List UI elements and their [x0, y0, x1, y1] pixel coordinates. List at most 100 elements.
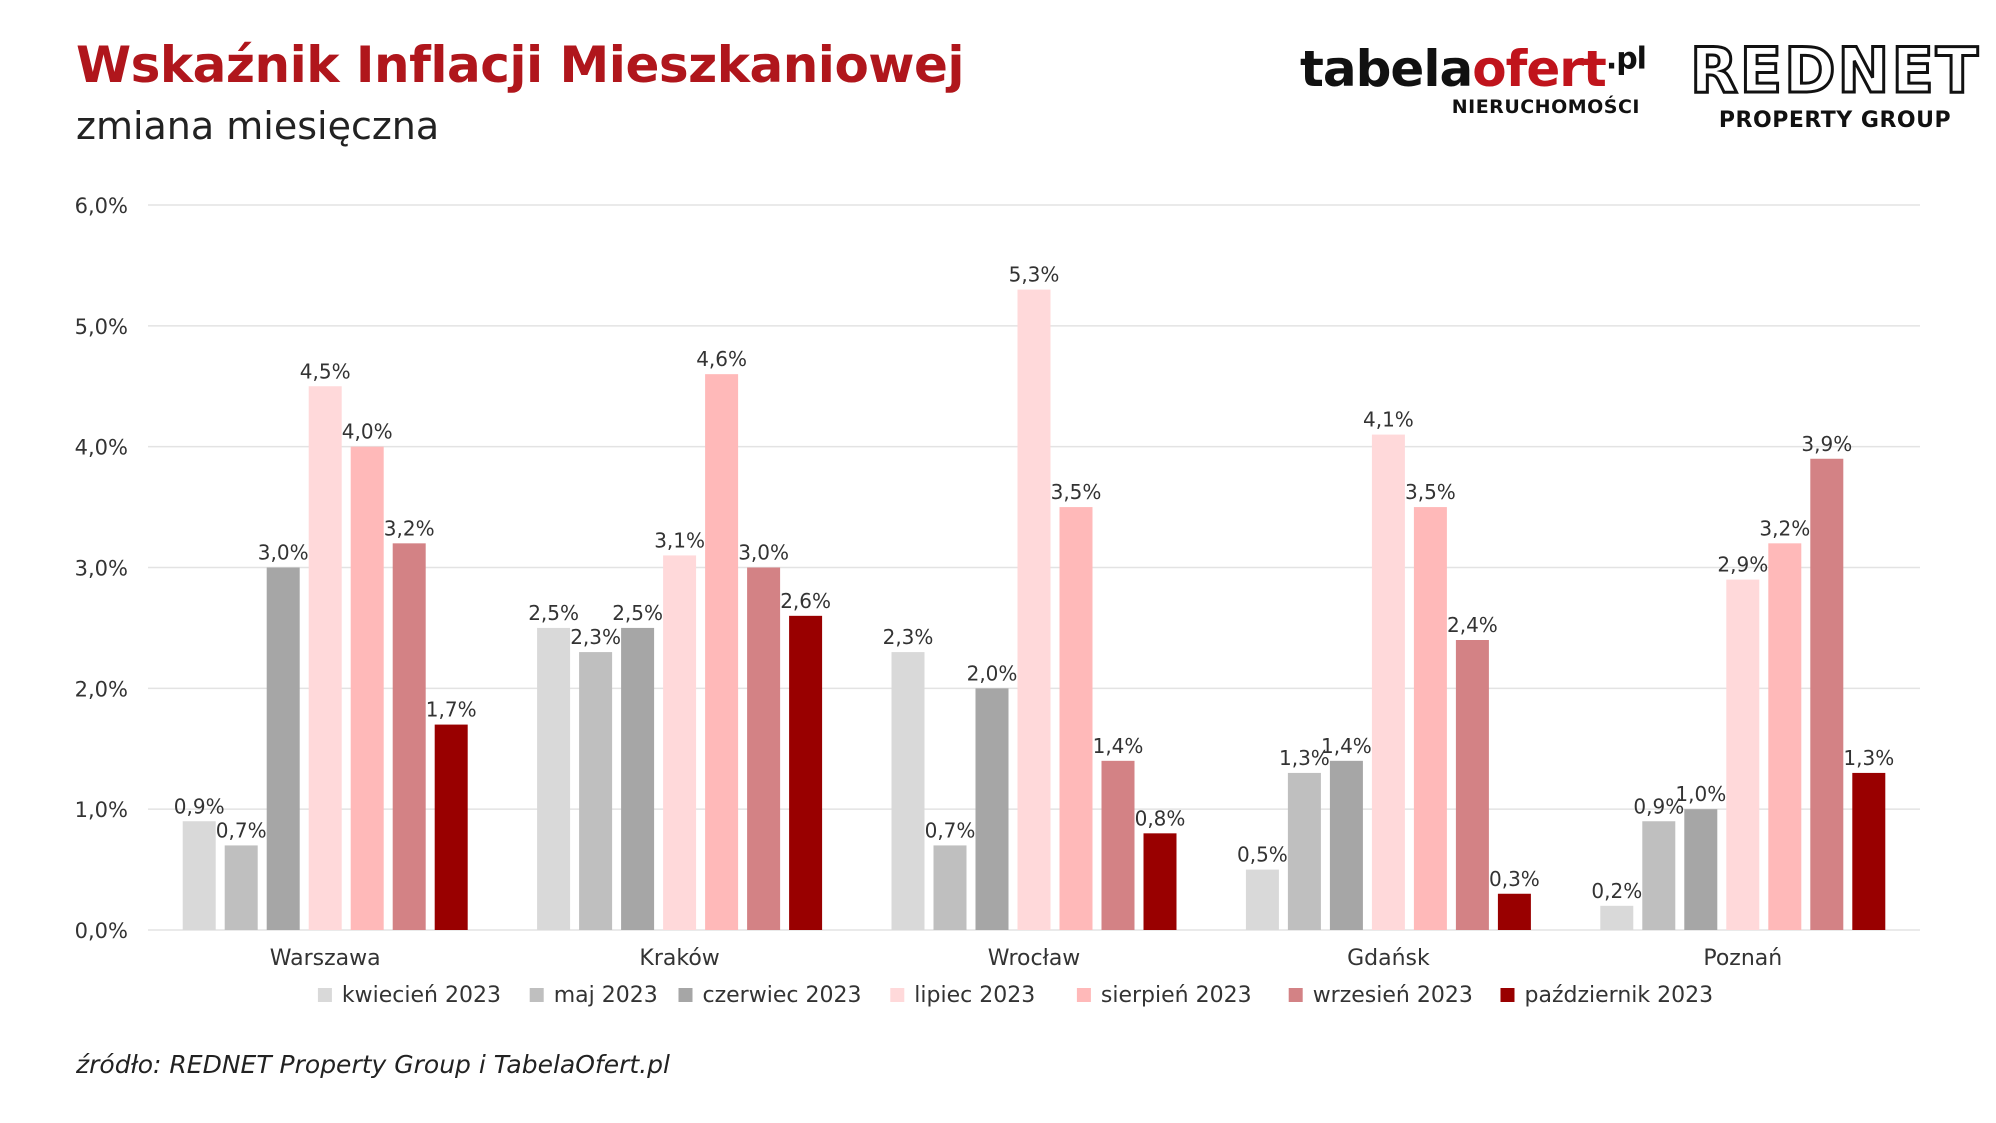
y-tick-label: 3,0%	[75, 557, 128, 581]
bar	[663, 555, 697, 930]
y-tick-label: 0,0%	[75, 919, 128, 943]
bar	[224, 845, 258, 930]
y-tick-label: 2,0%	[75, 677, 128, 701]
legend-label: maj 2023	[554, 983, 658, 1008]
y-axis-ticks: 0,0% 1,0% 2,0% 3,0% 4,0% 5,0% 6,0%	[75, 194, 128, 943]
rednet-logo-sub-text: PROPERTY GROUP	[1718, 108, 1952, 133]
data-label: 2,5%	[612, 601, 663, 625]
data-label: 5,3%	[1009, 263, 1060, 287]
legend-swatch	[1288, 988, 1303, 1002]
data-label: 0,8%	[1135, 806, 1186, 830]
bar	[1852, 772, 1886, 930]
data-label: 0,3%	[1489, 867, 1540, 891]
tabelaofert-logo: tabelaofert.pl NIERUCHOMOŚCI	[1300, 40, 1647, 140]
bar	[537, 627, 571, 930]
data-label: 0,2%	[1591, 879, 1642, 903]
bar	[1726, 579, 1760, 930]
legend-label: lipiec 2023	[914, 983, 1035, 1008]
x-category-label: Gdańsk	[1347, 946, 1430, 971]
bar	[705, 374, 739, 930]
bar	[1143, 833, 1177, 930]
bar	[350, 446, 384, 930]
bar	[1497, 893, 1531, 930]
bar	[933, 845, 967, 930]
bar	[1017, 289, 1051, 930]
y-tick-label: 5,0%	[75, 315, 128, 339]
data-label: 2,0%	[967, 661, 1018, 685]
data-labels: 0,9%0,7%3,0%4,5%4,0%3,2%1,7%2,5%2,3%2,5%…	[174, 263, 1894, 903]
y-tick-label: 4,0%	[75, 436, 128, 460]
legend-swatch	[890, 988, 905, 1002]
bar	[747, 567, 781, 930]
bar	[789, 615, 823, 930]
data-label: 1,3%	[1843, 746, 1894, 770]
legend-label: czerwiec 2023	[703, 983, 862, 1008]
data-label: 2,6%	[780, 589, 831, 613]
bar	[891, 652, 925, 930]
data-label: 3,0%	[738, 541, 789, 565]
data-label: 3,2%	[384, 516, 435, 540]
logo-suffix-text: .pl	[1605, 41, 1647, 77]
data-label: 3,9%	[1801, 432, 1852, 456]
data-label: 1,7%	[426, 698, 477, 722]
legend-swatch	[1076, 988, 1091, 1002]
x-category-label: Wrocław	[988, 946, 1081, 971]
logo-accent-text: ofert	[1472, 40, 1607, 98]
bar	[182, 821, 216, 930]
chart-subtitle: zmiana miesięczna	[76, 104, 440, 148]
bar-chart: 0,0%1,0%2,0%3,0%4,0%5,0%6,0% 0,9%0,7%3,0…	[75, 194, 1920, 1008]
logo-main-text: tabela	[1300, 40, 1473, 98]
data-label: 2,3%	[570, 625, 621, 649]
data-label: 1,4%	[1093, 734, 1144, 758]
bar	[1371, 434, 1405, 930]
data-label: 3,1%	[654, 528, 705, 552]
data-label: 3,5%	[1051, 480, 1102, 504]
data-label: 1,3%	[1279, 746, 1330, 770]
bar	[579, 652, 613, 930]
logo-sub-text: NIERUCHOMOŚCI	[1451, 96, 1640, 118]
x-category-label: Warszawa	[270, 946, 381, 971]
data-label: 0,9%	[174, 794, 225, 818]
x-category-label: Kraków	[639, 946, 719, 971]
bar	[1600, 905, 1634, 930]
legend-label: październik 2023	[1525, 983, 1714, 1008]
y-tick-label: 1,0%	[75, 798, 128, 822]
bar	[1329, 760, 1363, 930]
data-label: 3,0%	[258, 541, 309, 565]
data-label: 4,1%	[1363, 408, 1414, 432]
data-label: 3,5%	[1405, 480, 1456, 504]
legend-swatch	[1500, 988, 1515, 1002]
data-label: 0,7%	[216, 818, 267, 842]
bar	[975, 688, 1009, 930]
y-tick-label: 6,0%	[75, 194, 128, 218]
data-label: 4,5%	[300, 359, 351, 383]
data-label: 0,9%	[1633, 794, 1684, 818]
data-label: 3,2%	[1759, 516, 1810, 540]
bar	[1810, 458, 1844, 930]
legend-label: kwiecień 2023	[342, 983, 501, 1008]
bar	[1101, 760, 1135, 930]
legend-swatch	[317, 988, 332, 1002]
data-label: 4,0%	[342, 420, 393, 444]
data-label: 1,4%	[1321, 734, 1372, 758]
bar	[1413, 507, 1447, 930]
legend-label: wrzesień 2023	[1313, 983, 1473, 1008]
bar	[266, 567, 300, 930]
legend-swatch	[529, 988, 544, 1002]
data-label: 2,9%	[1717, 553, 1768, 577]
data-label: 2,5%	[528, 601, 579, 625]
bar	[1287, 772, 1321, 930]
x-axis-categories: Warszawa Kraków Wrocław Gdańsk Poznań	[270, 946, 1782, 971]
bar	[1245, 869, 1279, 930]
bar	[1059, 507, 1093, 930]
data-label: 4,6%	[696, 347, 747, 371]
data-label: 1,0%	[1675, 782, 1726, 806]
rednet-logo: REDNET PROPERTY GROUP	[1689, 34, 1981, 140]
data-label: 0,5%	[1237, 843, 1288, 867]
legend-label: sierpień 2023	[1101, 983, 1252, 1008]
legend: kwiecień 2023 maj 2023 czerwiec 2023 lipiec…	[317, 983, 1714, 1008]
bar	[1684, 809, 1718, 930]
data-label: 0,7%	[925, 818, 976, 842]
rednet-logo-text: REDNET	[1689, 34, 1981, 107]
bar	[1642, 821, 1676, 930]
